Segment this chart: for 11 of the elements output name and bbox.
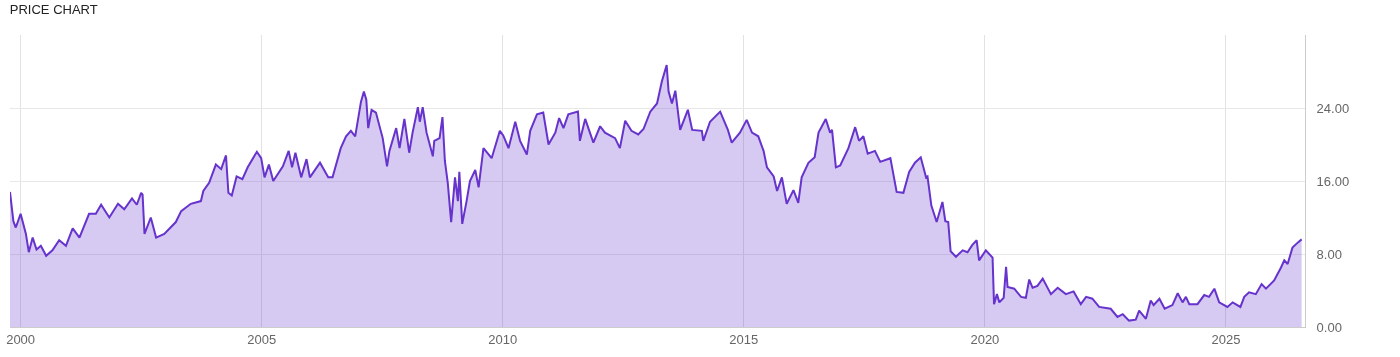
y-tick-label: 16.00 (1316, 173, 1350, 189)
y-tick-label: 0.00 (1316, 319, 1342, 335)
y-tick-label: 24.00 (1316, 100, 1350, 116)
x-tick-label: 2005 (247, 331, 277, 347)
x-tick-label: 2010 (488, 331, 518, 347)
x-tick-label: 2000 (6, 331, 36, 347)
y-tick-label: 8.00 (1316, 246, 1342, 262)
x-tick-label: 2020 (970, 331, 1000, 347)
x-tick-label: 2025 (1211, 331, 1241, 347)
chart-title: PRICE CHART (9, 2, 98, 18)
x-tick-label: 2015 (729, 331, 759, 347)
